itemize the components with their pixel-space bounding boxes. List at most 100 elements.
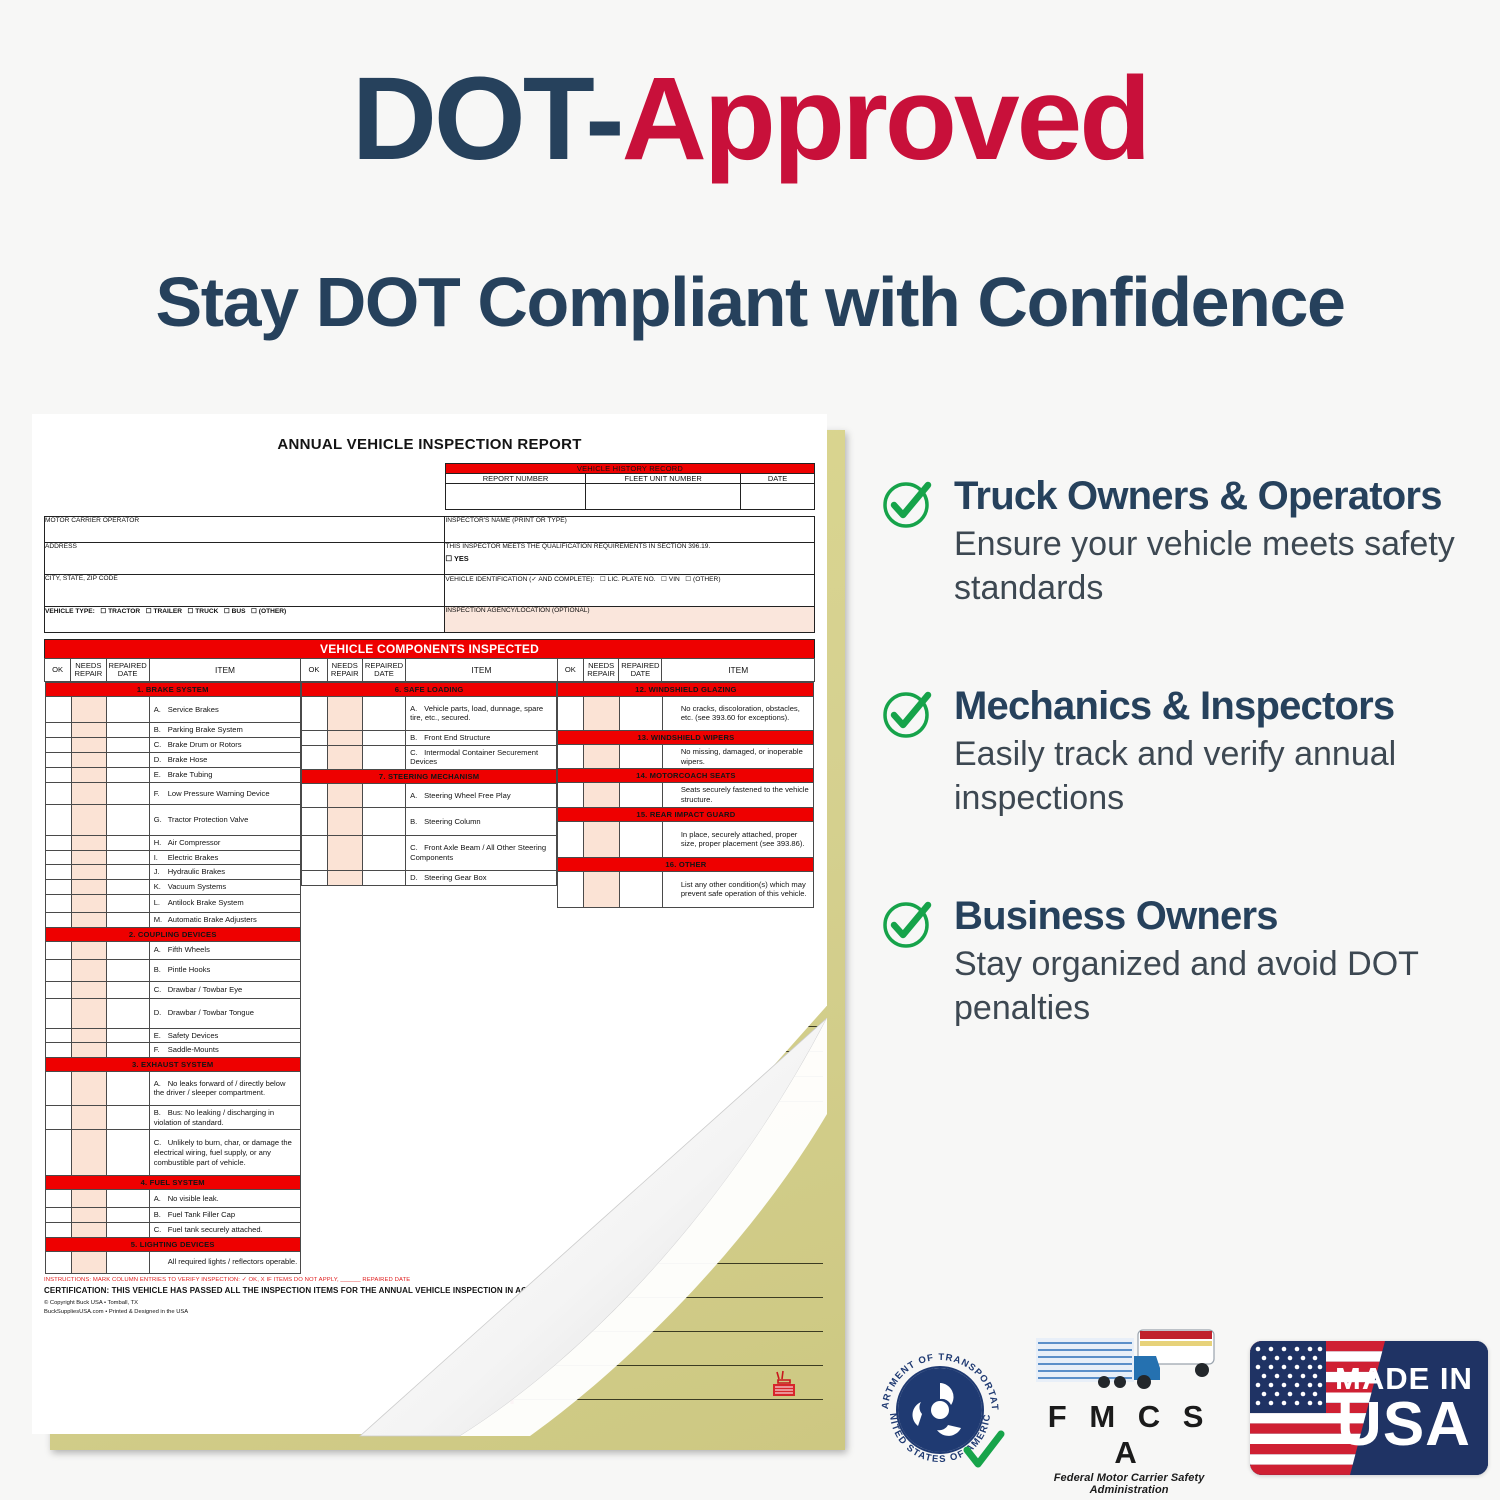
checkbox-ok[interactable] (44, 958, 72, 982)
field-repaired-date[interactable] (105, 1027, 150, 1044)
checkbox-truck[interactable]: ☐ TRUCK (187, 608, 219, 615)
field-repaired-date[interactable] (105, 1104, 150, 1131)
checkbox-needs-repair[interactable] (326, 870, 364, 886)
checkbox-ok[interactable] (44, 1189, 72, 1209)
checkbox-needs-repair[interactable] (70, 1042, 107, 1058)
checkbox-ok[interactable] (44, 980, 72, 999)
field-report-number[interactable] (444, 483, 587, 510)
checkbox-needs-repair[interactable] (70, 695, 107, 723)
field-address[interactable]: ADDRESS (43, 542, 446, 575)
checkbox-needs-repair[interactable] (583, 695, 620, 731)
checkbox-needs-repair[interactable] (70, 766, 107, 783)
field-repaired-date[interactable] (362, 744, 407, 771)
field-repaired-date[interactable] (105, 997, 150, 1029)
checkbox-needs-repair[interactable] (70, 1104, 107, 1131)
checkbox-needs-repair[interactable] (70, 864, 107, 881)
checkbox-needs-repair[interactable] (70, 721, 107, 738)
checkbox-needs-repair[interactable] (70, 834, 107, 851)
checkbox-needs-repair[interactable] (70, 1207, 107, 1224)
field-repaired-date[interactable] (105, 834, 150, 851)
field-repaired-date[interactable] (362, 695, 407, 731)
checkbox-needs-repair[interactable] (70, 1222, 107, 1238)
field-city-state-zip[interactable]: CITY, STATE, ZIP CODE (43, 574, 446, 607)
checkbox-ok[interactable] (44, 695, 72, 723)
checkbox-needs-repair[interactable] (70, 911, 107, 928)
checkbox-yes[interactable]: ☐ YES (445, 554, 469, 563)
field-repaired-date[interactable] (105, 958, 150, 982)
field-repaired-date[interactable] (105, 781, 150, 805)
checkbox-needs-repair[interactable] (326, 744, 364, 771)
checkbox-needs-repair[interactable] (70, 997, 107, 1029)
checkbox-ok[interactable] (44, 1027, 72, 1044)
checkbox-ok[interactable] (44, 1070, 72, 1106)
checkbox-needs-repair[interactable] (70, 893, 107, 913)
checkbox-ok[interactable] (300, 729, 328, 746)
checkbox-ok[interactable] (44, 879, 72, 895)
checkbox-ok[interactable] (557, 820, 585, 858)
checkbox-needs-repair[interactable] (70, 940, 107, 960)
field-motor-carrier-operator[interactable]: MOTOR CARRIER OPERATOR (43, 516, 446, 543)
checkbox-vtype-other[interactable]: ☐ (OTHER) (251, 608, 287, 615)
checkbox-needs-repair[interactable] (70, 751, 107, 768)
field-fleet-unit-number[interactable] (585, 483, 742, 510)
checkbox-ok[interactable] (44, 940, 72, 960)
checkbox-ok[interactable] (44, 1129, 72, 1177)
checkbox-needs-repair[interactable] (70, 1027, 107, 1044)
checkbox-needs-repair[interactable] (70, 980, 107, 999)
checkbox-ok[interactable] (44, 781, 72, 805)
field-repaired-date[interactable] (105, 911, 150, 928)
checkbox-needs-repair[interactable] (583, 782, 620, 808)
checkbox-needs-repair[interactable] (70, 958, 107, 982)
field-repaired-date[interactable] (105, 879, 150, 895)
checkbox-needs-repair[interactable] (326, 807, 364, 837)
field-repaired-date[interactable] (362, 807, 407, 837)
checkbox-tractor[interactable]: ☐ TRACTOR (100, 608, 141, 615)
field-repaired-date[interactable] (105, 980, 150, 999)
checkbox-needs-repair[interactable] (70, 1129, 107, 1177)
checkbox-vin[interactable]: ☐ VIN (661, 576, 680, 583)
field-repaired-date[interactable] (105, 766, 150, 783)
checkbox-needs-repair[interactable] (70, 1250, 107, 1274)
field-repaired-date[interactable] (105, 1189, 150, 1209)
checkbox-ok[interactable] (44, 766, 72, 783)
checkbox-ok[interactable] (44, 997, 72, 1029)
field-repaired-date[interactable] (618, 743, 663, 770)
checkbox-needs-repair[interactable] (70, 879, 107, 895)
field-repaired-date[interactable] (105, 864, 150, 881)
field-repaired-date[interactable] (105, 803, 150, 836)
checkbox-ok[interactable] (44, 721, 72, 738)
field-repaired-date[interactable] (618, 820, 663, 858)
field-repaired-date[interactable] (618, 870, 663, 908)
checkbox-needs-repair[interactable] (70, 1189, 107, 1209)
field-repaired-date[interactable] (618, 782, 663, 808)
field-repaired-date[interactable] (105, 1207, 150, 1224)
checkbox-needs-repair[interactable] (326, 835, 364, 872)
checkbox-ok[interactable] (44, 911, 72, 928)
checkbox-ok[interactable] (557, 695, 585, 731)
checkbox-ok[interactable] (557, 870, 585, 908)
field-repaired-date[interactable] (362, 835, 407, 872)
field-repaired-date[interactable] (105, 849, 150, 866)
field-repaired-date[interactable] (618, 695, 663, 731)
field-repaired-date[interactable] (105, 751, 150, 768)
field-repaired-date[interactable] (362, 870, 407, 886)
checkbox-ok[interactable] (300, 695, 328, 731)
field-inspector-name[interactable]: INSPECTOR'S NAME (PRINT OR TYPE) (444, 516, 815, 543)
field-repaired-date[interactable] (105, 1070, 150, 1106)
field-repaired-date[interactable] (105, 893, 150, 913)
checkbox-ok[interactable] (44, 864, 72, 881)
field-repaired-date[interactable] (105, 695, 150, 723)
field-date[interactable] (740, 483, 815, 510)
checkbox-ok[interactable] (300, 744, 328, 771)
field-repaired-date[interactable] (105, 1250, 150, 1274)
checkbox-bus[interactable]: ☐ BUS (223, 608, 246, 615)
checkbox-ok[interactable] (557, 743, 585, 770)
checkbox-needs-repair[interactable] (70, 849, 107, 866)
checkbox-ok[interactable] (44, 1042, 72, 1058)
checkbox-needs-repair[interactable] (583, 820, 620, 858)
checkbox-ok[interactable] (300, 835, 328, 872)
checkbox-needs-repair[interactable] (326, 729, 364, 746)
field-repaired-date[interactable] (105, 1042, 150, 1058)
checkbox-ok[interactable] (44, 834, 72, 851)
checkbox-lic-plate[interactable]: ☐ LIC. PLATE NO. (599, 576, 656, 583)
